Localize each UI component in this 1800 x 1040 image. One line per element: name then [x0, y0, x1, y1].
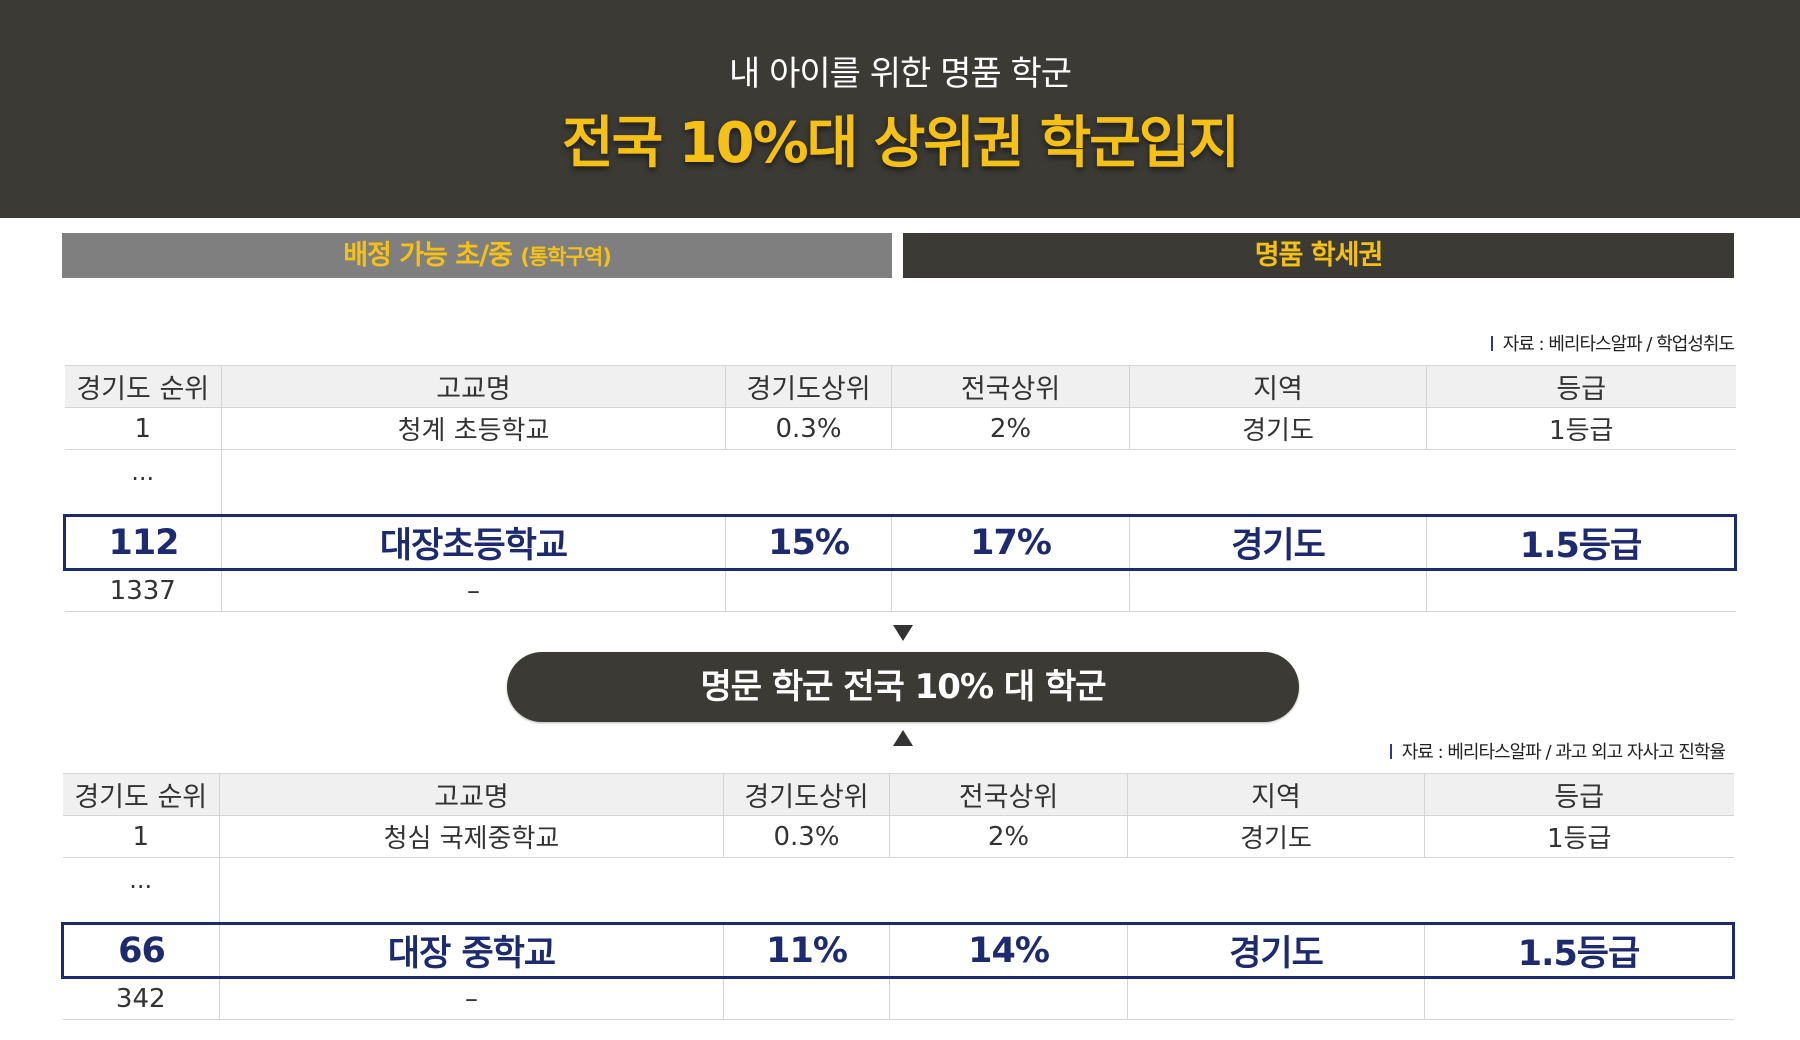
cell-ellipsis: ...	[64, 449, 222, 516]
table-ellipsis-row: ...	[62, 857, 1734, 924]
source-note-2: 자료 : 베리타스알파 / 과고 외고 자사고 진학율	[1389, 738, 1726, 764]
source-note-1: 자료 : 베리타스알파 / 학업성취도	[1490, 330, 1735, 356]
cell-grade: 1.5등급	[1426, 514, 1737, 571]
header-title: 전국 10%대 상위권 학군입지	[562, 111, 1240, 176]
header-rank: 경기도 순위	[62, 773, 220, 816]
cell-grade: 1등급	[1426, 407, 1736, 450]
cell-gyeonggi-top: 0.3%	[723, 815, 890, 858]
cell-grade: 1.5등급	[1424, 922, 1735, 979]
cell-empty	[891, 569, 1130, 612]
header-rank: 경기도 순위	[64, 365, 222, 408]
table-row: 342 –	[62, 977, 1734, 1020]
cell-grade: 1등급	[1424, 815, 1734, 858]
cell-empty	[889, 977, 1128, 1020]
cell-ellipsis: ...	[62, 857, 220, 924]
cell-empty	[1424, 977, 1734, 1020]
source-marker-icon	[1490, 336, 1493, 351]
cell-empty	[1129, 569, 1427, 612]
cell-empty	[725, 569, 892, 612]
header-gyeonggi-top: 경기도상위	[725, 365, 892, 408]
cell-school: 청계 초등학교	[221, 407, 726, 450]
tab-assignable-schools[interactable]: 배정 가능 초/중 (통학구역)	[62, 233, 892, 278]
table-row-highlighted: 112 대장초등학교 15% 17% 경기도 1.5등급	[63, 514, 1737, 571]
header-school: 고교명	[219, 773, 724, 816]
cell-rank: 1	[62, 815, 220, 858]
arrow-down-icon	[893, 625, 913, 641]
cell-rank: 1	[64, 407, 222, 450]
source-text-2: 자료 : 베리타스알파 / 과고 외고 자사고 진학율	[1401, 742, 1726, 763]
cell-gyeonggi-top: 11%	[723, 922, 890, 979]
header-grade: 등급	[1424, 773, 1734, 816]
cell-empty	[220, 858, 1734, 924]
cell-school: 대장 중학교	[219, 922, 724, 979]
tab-assignable-sublabel: (통학구역)	[520, 245, 611, 269]
table-row-highlighted: 66 대장 중학교 11% 14% 경기도 1.5등급	[61, 922, 1735, 979]
cell-region: 경기도	[1127, 922, 1425, 979]
cell-school: 청심 국제중학교	[219, 815, 724, 858]
header-subtitle: 내 아이를 위한 명품 학군	[728, 54, 1072, 94]
cell-empty	[1127, 977, 1425, 1020]
header-banner: 내 아이를 위한 명품 학군 전국 10%대 상위권 학군입지	[0, 0, 1800, 218]
cell-gyeonggi-top: 0.3%	[725, 407, 892, 450]
cell-national-top: 2%	[889, 815, 1128, 858]
header-national-top: 전국상위	[889, 773, 1128, 816]
tab-premium-school-zone[interactable]: 명품 학세권	[903, 233, 1734, 278]
table-row: 1337 –	[64, 569, 1736, 612]
cell-rank: 112	[63, 514, 222, 571]
cell-empty	[723, 977, 890, 1020]
header-school: 고교명	[221, 365, 726, 408]
header-region: 지역	[1129, 365, 1427, 408]
cell-rank: 1337	[64, 569, 222, 612]
header-region: 지역	[1127, 773, 1425, 816]
cell-region: 경기도	[1129, 514, 1427, 571]
cell-gyeonggi-top: 15%	[725, 514, 892, 571]
cell-empty	[222, 450, 1736, 516]
cell-rank: 66	[61, 922, 220, 979]
cell-school: 대장초등학교	[221, 514, 726, 571]
ranking-table-middle: 경기도 순위 고교명 경기도상위 전국상위 지역 등급 1 청심 국제중학교 0…	[61, 773, 1735, 1020]
table-row: 1 청심 국제중학교 0.3% 2% 경기도 1등급	[62, 815, 1734, 858]
cell-region: 경기도	[1127, 815, 1425, 858]
table-header-row: 경기도 순위 고교명 경기도상위 전국상위 지역 등급	[62, 773, 1734, 816]
source-text-1: 자료 : 베리타스알파 / 학업성취도	[1502, 334, 1735, 355]
table-header-row: 경기도 순위 고교명 경기도상위 전국상위 지역 등급	[64, 365, 1736, 408]
cell-school: –	[219, 977, 724, 1020]
header-grade: 등급	[1426, 365, 1736, 408]
summary-pill: 명문 학군 전국 10% 대 학군	[507, 652, 1299, 722]
cell-empty	[1426, 569, 1736, 612]
cell-national-top: 14%	[889, 922, 1128, 979]
tab-assignable-label: 배정 가능 초/중	[343, 240, 513, 271]
cell-rank: 342	[62, 977, 220, 1020]
header-gyeonggi-top: 경기도상위	[723, 773, 890, 816]
cell-national-top: 2%	[891, 407, 1130, 450]
header-national-top: 전국상위	[891, 365, 1130, 408]
tab-premium-label: 명품 학세권	[1254, 240, 1384, 271]
table-row: 1 청계 초등학교 0.3% 2% 경기도 1등급	[64, 407, 1736, 450]
arrow-up-icon	[893, 730, 913, 746]
cell-region: 경기도	[1129, 407, 1427, 450]
cell-national-top: 17%	[891, 514, 1130, 571]
cell-school: –	[221, 569, 726, 612]
table-ellipsis-row: ...	[64, 449, 1736, 516]
source-marker-icon	[1389, 744, 1392, 759]
ranking-table-elementary: 경기도 순위 고교명 경기도상위 전국상위 지역 등급 1 청계 초등학교 0.…	[63, 365, 1737, 612]
